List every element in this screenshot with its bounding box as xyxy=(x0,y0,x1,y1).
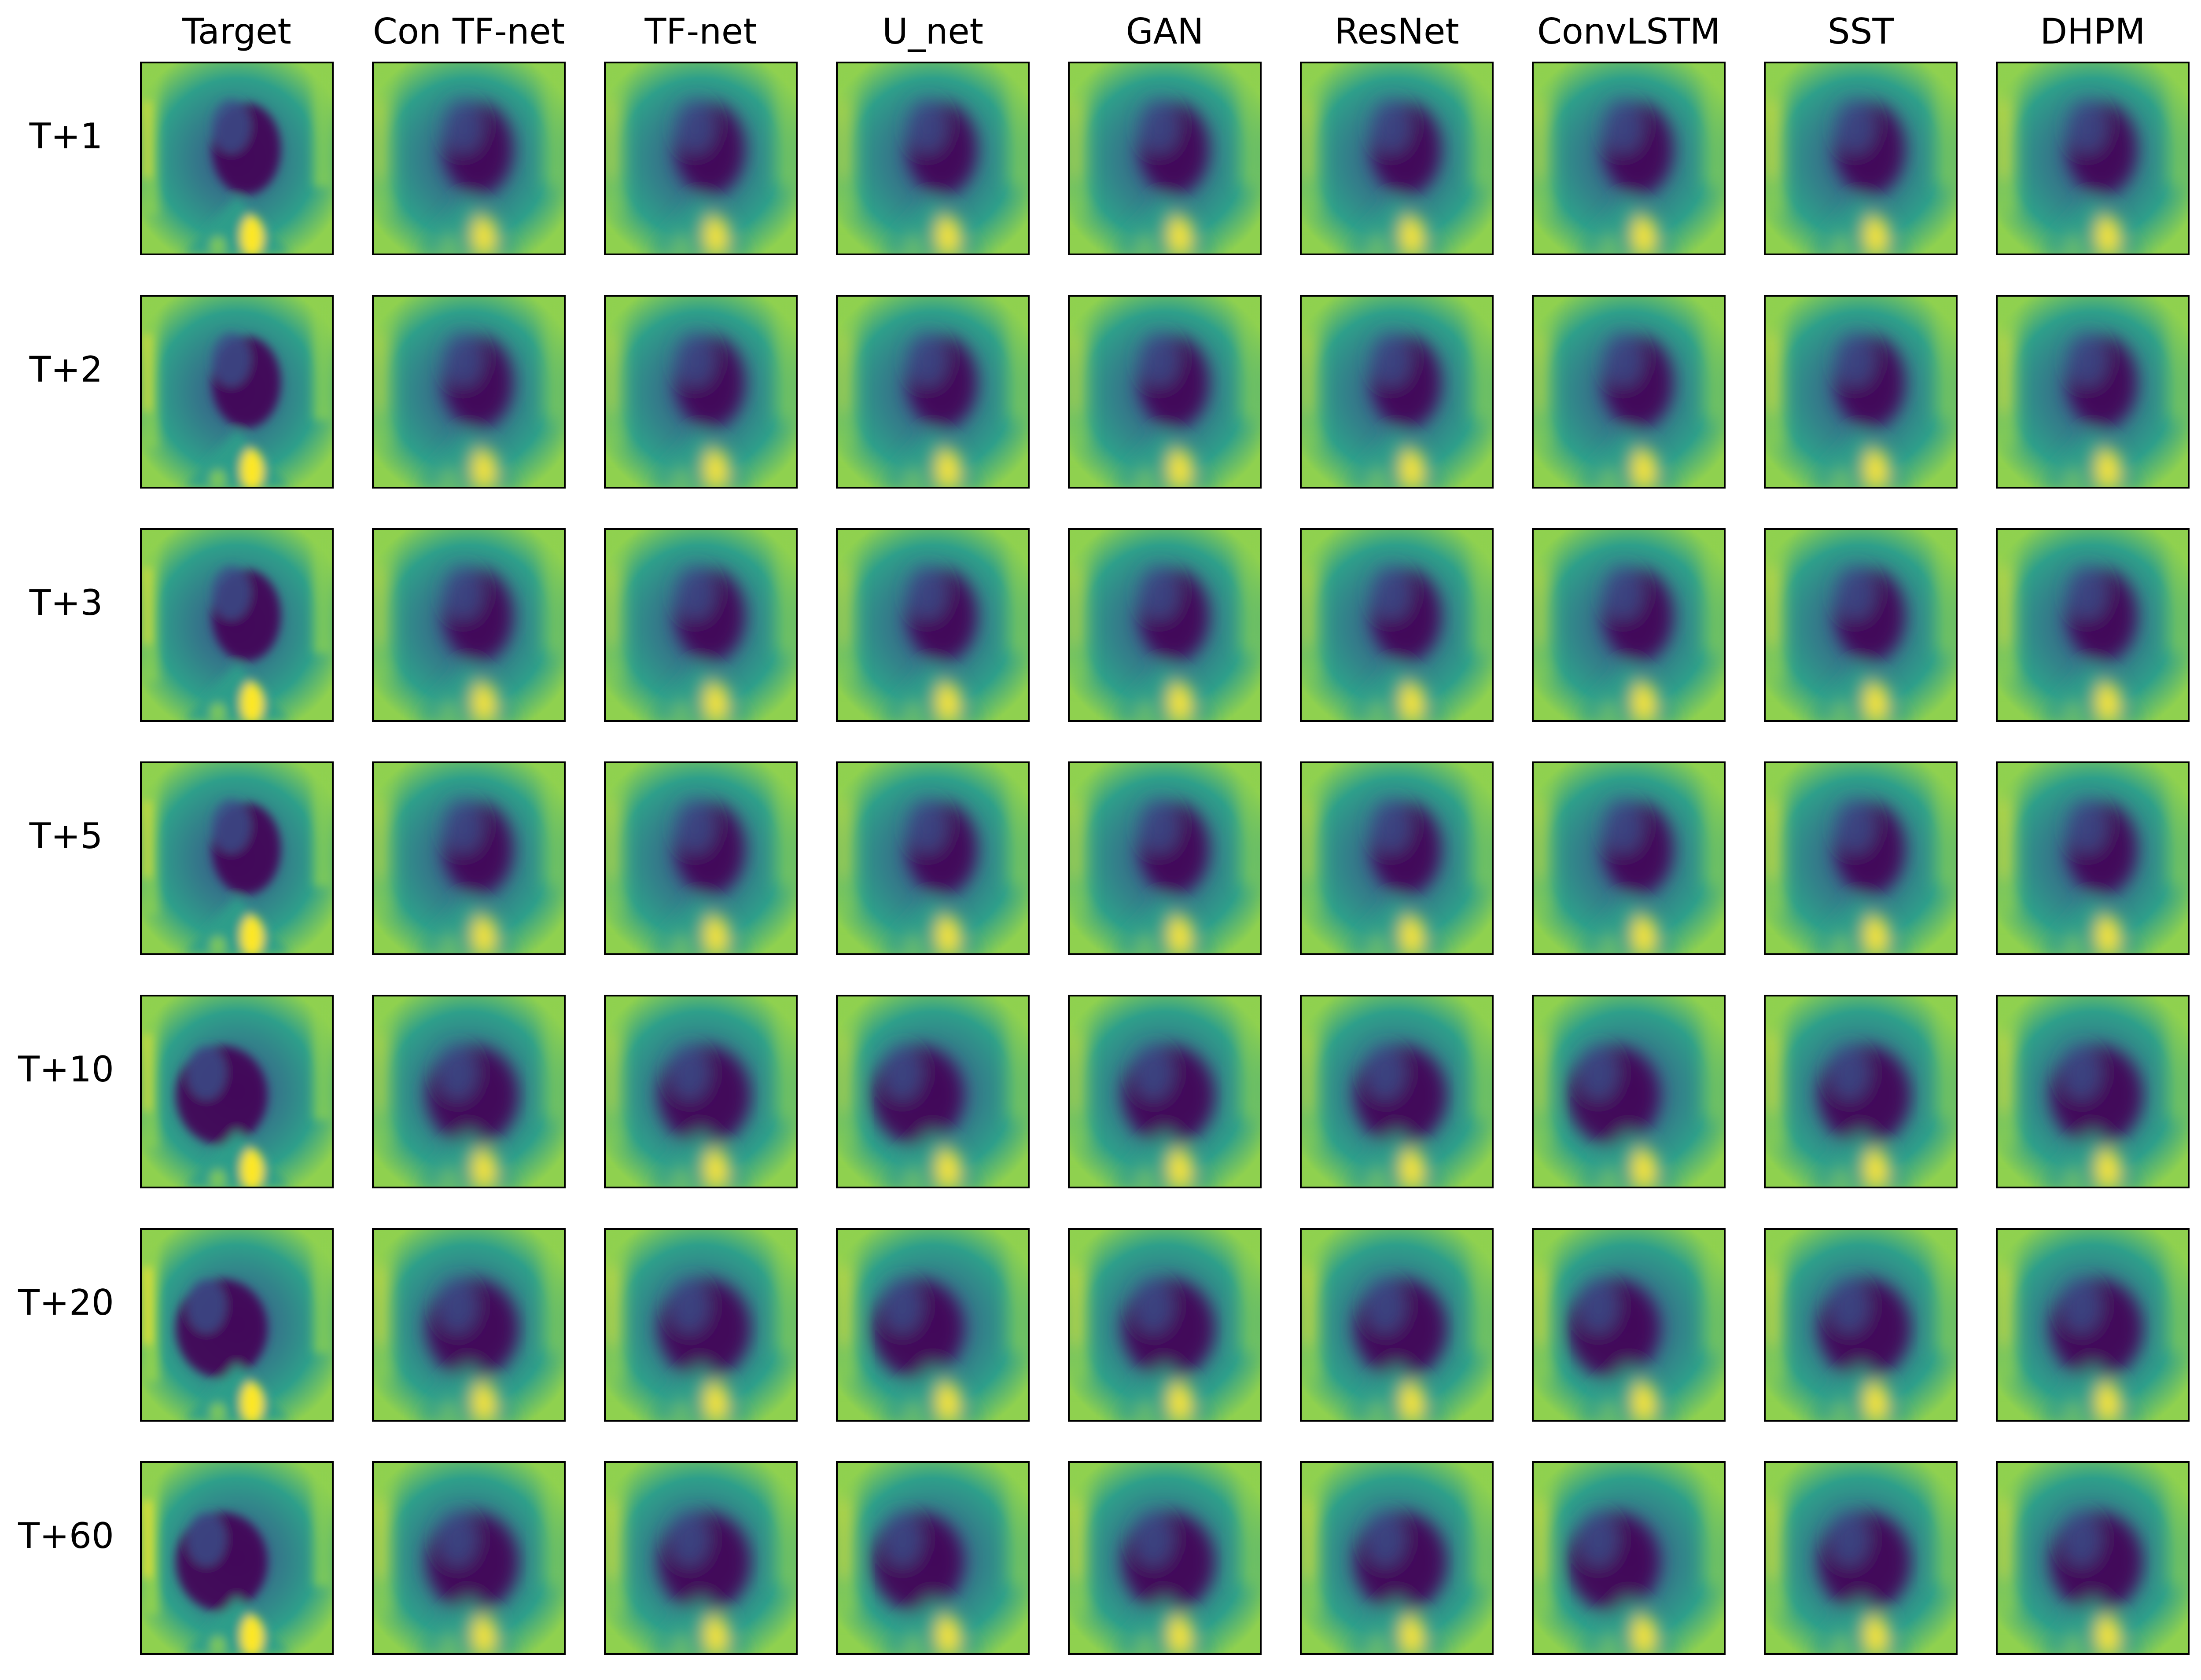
column-header-convlstm: ConvLSTM xyxy=(1537,11,1721,52)
heatmap-convlstm-t-3 xyxy=(1532,528,1726,722)
heatmap-dhpm-t-20 xyxy=(1996,1228,2190,1422)
heatmap-sst-t-5 xyxy=(1764,761,1958,955)
heatmap-target-t-5 xyxy=(140,761,334,955)
heatmap-target-t-20 xyxy=(140,1228,334,1422)
heatmap-sst-t-20 xyxy=(1764,1228,1958,1422)
column-header-dhpm: DHPM xyxy=(2040,11,2146,52)
heatmap-gan-t-10 xyxy=(1068,995,1262,1188)
column-header-sst: SST xyxy=(1827,11,1894,52)
row-label-t60: T+60 xyxy=(18,1515,114,1556)
heatmap-sst-t-3 xyxy=(1764,528,1958,722)
heatmap-resnet-t-3 xyxy=(1300,528,1494,722)
heatmap-tf-net-t-60 xyxy=(604,1461,798,1655)
heatmap-target-t-10 xyxy=(140,995,334,1188)
heatmap-gan-t-2 xyxy=(1068,295,1262,489)
heatmap-tf-net-t-1 xyxy=(604,62,798,255)
heatmap-u-net-t-1 xyxy=(836,62,1030,255)
row-label-t5: T+5 xyxy=(29,816,103,857)
heatmap-target-t-60 xyxy=(140,1461,334,1655)
heatmap-u-net-t-10 xyxy=(836,995,1030,1188)
heatmap-con-tf-net-t-2 xyxy=(372,295,566,489)
heatmap-con-tf-net-t-5 xyxy=(372,761,566,955)
heatmap-convlstm-t-5 xyxy=(1532,761,1726,955)
heatmap-u-net-t-5 xyxy=(836,761,1030,955)
column-header-resnet: ResNet xyxy=(1334,11,1459,52)
row-label-t3: T+3 xyxy=(29,582,103,623)
heatmap-convlstm-t-2 xyxy=(1532,295,1726,489)
heatmap-sst-t-10 xyxy=(1764,995,1958,1188)
heatmap-convlstm-t-1 xyxy=(1532,62,1726,255)
heatmap-target-t-1 xyxy=(140,62,334,255)
heatmap-tf-net-t-3 xyxy=(604,528,798,722)
heatmap-resnet-t-10 xyxy=(1300,995,1494,1188)
heatmap-con-tf-net-t-1 xyxy=(372,62,566,255)
heatmap-dhpm-t-1 xyxy=(1996,62,2190,255)
column-header-gan: GAN xyxy=(1126,11,1204,52)
column-header-tf-net: TF-net xyxy=(644,11,757,52)
heatmap-tf-net-t-2 xyxy=(604,295,798,489)
row-label-t10: T+10 xyxy=(18,1049,114,1090)
heatmap-gan-t-20 xyxy=(1068,1228,1262,1422)
heatmap-sst-t-1 xyxy=(1764,62,1958,255)
heatmap-dhpm-t-5 xyxy=(1996,761,2190,955)
heatmap-sst-t-2 xyxy=(1764,295,1958,489)
heatmap-gan-t-60 xyxy=(1068,1461,1262,1655)
heatmap-gan-t-3 xyxy=(1068,528,1262,722)
heatmap-resnet-t-1 xyxy=(1300,62,1494,255)
row-label-t2: T+2 xyxy=(29,349,103,390)
heatmap-con-tf-net-t-10 xyxy=(372,995,566,1188)
heatmap-target-t-2 xyxy=(140,295,334,489)
heatmap-con-tf-net-t-60 xyxy=(372,1461,566,1655)
heatmap-dhpm-t-10 xyxy=(1996,995,2190,1188)
heatmap-con-tf-net-t-3 xyxy=(372,528,566,722)
row-label-t1: T+1 xyxy=(29,116,103,157)
heatmap-dhpm-t-60 xyxy=(1996,1461,2190,1655)
heatmap-resnet-t-2 xyxy=(1300,295,1494,489)
column-header-con-tf-net: Con TF-net xyxy=(373,11,565,52)
column-header-u-net: U_net xyxy=(882,11,983,52)
heatmap-convlstm-t-10 xyxy=(1532,995,1726,1188)
heatmap-u-net-t-20 xyxy=(836,1228,1030,1422)
heatmap-convlstm-t-60 xyxy=(1532,1461,1726,1655)
column-header-target: Target xyxy=(182,11,291,52)
heatmap-tf-net-t-10 xyxy=(604,995,798,1188)
heatmap-dhpm-t-2 xyxy=(1996,295,2190,489)
row-label-t20: T+20 xyxy=(18,1282,114,1323)
heatmap-sst-t-60 xyxy=(1764,1461,1958,1655)
heatmap-gan-t-5 xyxy=(1068,761,1262,955)
heatmap-dhpm-t-3 xyxy=(1996,528,2190,722)
heatmap-resnet-t-60 xyxy=(1300,1461,1494,1655)
heatmap-target-t-3 xyxy=(140,528,334,722)
heatmap-u-net-t-3 xyxy=(836,528,1030,722)
heatmap-gan-t-1 xyxy=(1068,62,1262,255)
heatmap-con-tf-net-t-20 xyxy=(372,1228,566,1422)
heatmap-tf-net-t-20 xyxy=(604,1228,798,1422)
heatmap-u-net-t-60 xyxy=(836,1461,1030,1655)
heatmap-u-net-t-2 xyxy=(836,295,1030,489)
heatmap-convlstm-t-20 xyxy=(1532,1228,1726,1422)
heatmap-tf-net-t-5 xyxy=(604,761,798,955)
heatmap-resnet-t-5 xyxy=(1300,761,1494,955)
heatmap-resnet-t-20 xyxy=(1300,1228,1494,1422)
